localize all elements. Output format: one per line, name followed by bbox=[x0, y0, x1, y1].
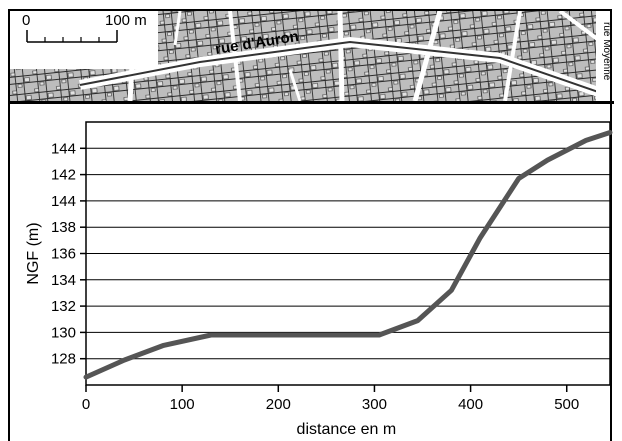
x-tick-label: 100 bbox=[170, 396, 195, 413]
y-tick-label: 144 bbox=[51, 140, 76, 157]
data-point bbox=[325, 334, 327, 336]
y-axis-label: NGF (m) bbox=[25, 222, 42, 284]
x-tick-label: 500 bbox=[554, 396, 579, 413]
y-axis: 128 130 132 134 136 138 144 142 144 bbox=[51, 140, 86, 368]
y-tick-label: 134 bbox=[51, 272, 76, 289]
data-point bbox=[277, 334, 279, 336]
data-point bbox=[210, 334, 212, 336]
data-point bbox=[585, 139, 587, 141]
data-point bbox=[547, 159, 549, 161]
street-label-side: rue Moyenne bbox=[601, 22, 612, 81]
data-point bbox=[450, 289, 452, 291]
y-tick-label: 130 bbox=[51, 324, 76, 341]
data-point bbox=[123, 359, 125, 361]
profile-line bbox=[79, 40, 610, 97]
x-axis-label: distance en m bbox=[297, 421, 397, 438]
scale-label-start: 0 bbox=[22, 12, 30, 29]
street-map bbox=[10, 11, 610, 101]
x-tick-label: 400 bbox=[458, 396, 483, 413]
elevation-profile-line bbox=[83, 130, 613, 380]
chart-grid bbox=[86, 147, 610, 360]
scale-label-end: 100 m bbox=[105, 12, 147, 29]
data-point bbox=[417, 320, 419, 322]
y-tick-label: 138 bbox=[51, 219, 76, 236]
x-tick-label: 200 bbox=[266, 396, 291, 413]
data-point bbox=[609, 132, 611, 134]
y-tick-label: 142 bbox=[51, 167, 76, 184]
y-tick-label: 128 bbox=[51, 351, 76, 368]
data-point bbox=[378, 334, 380, 336]
data-point bbox=[162, 345, 164, 347]
y-tick-label: 136 bbox=[51, 246, 76, 263]
panel-separator bbox=[8, 101, 614, 104]
x-axis: 0 100 200 300 400 500 bbox=[82, 385, 579, 413]
data-point bbox=[85, 376, 87, 378]
scale-box bbox=[10, 11, 158, 69]
data-point bbox=[479, 237, 481, 239]
side-street-strip bbox=[596, 11, 610, 101]
x-tick-label: 300 bbox=[362, 396, 387, 413]
scale-bar: 0 100 m bbox=[22, 12, 147, 43]
y-tick-label: 132 bbox=[51, 298, 76, 315]
data-point bbox=[518, 178, 520, 180]
elevation-chart: 128 130 132 134 136 138 144 142 144 0 100 200 300 40… bbox=[25, 121, 613, 438]
y-tick-label: 144 bbox=[51, 193, 76, 210]
x-tick-label: 0 bbox=[82, 396, 90, 413]
